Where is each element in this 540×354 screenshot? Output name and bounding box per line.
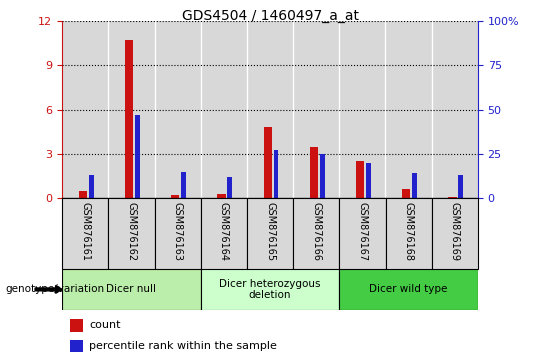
Bar — [247, 198, 293, 269]
Bar — [339, 269, 478, 310]
Bar — [154, 21, 201, 198]
Bar — [320, 154, 325, 198]
Bar — [62, 198, 109, 269]
Bar — [201, 198, 247, 269]
Bar — [201, 21, 247, 198]
Bar — [135, 115, 140, 198]
Bar — [201, 269, 339, 310]
Text: GSM876169: GSM876169 — [450, 202, 460, 261]
Bar — [125, 40, 133, 198]
Text: GDS4504 / 1460497_a_at: GDS4504 / 1460497_a_at — [181, 9, 359, 23]
Bar — [339, 198, 386, 269]
Bar — [247, 21, 293, 198]
Text: Dicer null: Dicer null — [106, 284, 157, 295]
Text: GSM876165: GSM876165 — [265, 202, 275, 261]
Bar — [217, 194, 226, 198]
Bar — [413, 173, 417, 198]
Bar — [154, 198, 201, 269]
Bar — [293, 198, 339, 269]
Bar — [386, 198, 431, 269]
Text: GSM876161: GSM876161 — [80, 202, 90, 261]
Bar — [70, 339, 83, 353]
Bar — [70, 319, 83, 332]
Bar — [62, 21, 109, 198]
Bar — [458, 175, 463, 198]
Bar — [109, 21, 154, 198]
Bar — [431, 21, 478, 198]
Bar — [264, 127, 272, 198]
Bar — [62, 269, 201, 310]
Bar — [356, 161, 364, 198]
Bar — [79, 191, 87, 198]
Text: count: count — [89, 320, 120, 330]
Bar — [293, 21, 339, 198]
Bar — [339, 21, 386, 198]
Text: Dicer wild type: Dicer wild type — [369, 284, 448, 295]
Bar — [89, 175, 93, 198]
Bar — [274, 150, 278, 198]
Bar — [109, 198, 154, 269]
Bar — [181, 172, 186, 198]
Text: percentile rank within the sample: percentile rank within the sample — [89, 341, 277, 351]
Bar — [310, 147, 318, 198]
Text: GSM876167: GSM876167 — [357, 202, 367, 261]
Text: GSM876163: GSM876163 — [173, 202, 183, 261]
Bar — [386, 21, 431, 198]
Bar — [227, 177, 232, 198]
Bar — [431, 198, 478, 269]
Bar — [171, 195, 179, 198]
Bar — [402, 189, 410, 198]
Text: GSM876164: GSM876164 — [219, 202, 229, 261]
Text: Dicer heterozygous
deletion: Dicer heterozygous deletion — [219, 279, 321, 300]
Text: genotype/variation: genotype/variation — [5, 284, 105, 295]
Text: GSM876162: GSM876162 — [126, 202, 137, 261]
Bar — [366, 163, 371, 198]
Text: GSM876168: GSM876168 — [403, 202, 414, 261]
Text: GSM876166: GSM876166 — [311, 202, 321, 261]
Bar — [448, 197, 457, 198]
